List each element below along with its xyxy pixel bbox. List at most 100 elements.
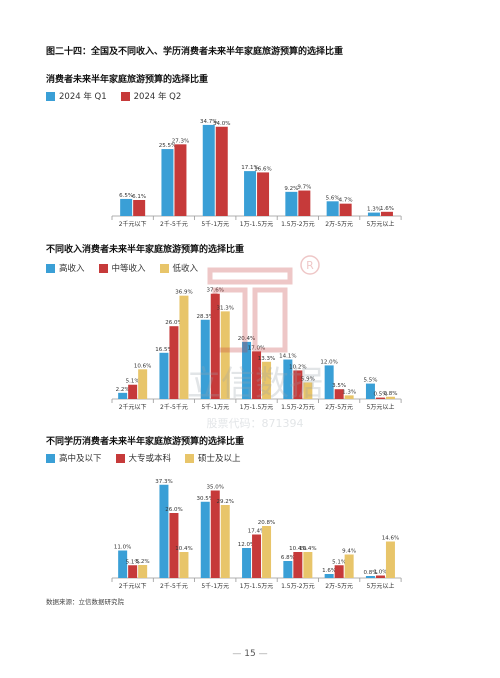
bar xyxy=(202,124,215,216)
bar xyxy=(334,565,344,578)
data-label: 34.0% xyxy=(213,121,230,127)
bar xyxy=(215,126,228,216)
data-label: 10.6% xyxy=(134,363,151,369)
bar xyxy=(138,369,148,399)
data-label: 20.4% xyxy=(238,336,255,342)
category-label: 5万元以上 xyxy=(367,220,395,228)
data-label: 26.0% xyxy=(165,320,182,326)
bar xyxy=(324,574,334,578)
category-label: 1.5万-2万元 xyxy=(281,583,315,590)
bar-chart-education: 11.0%5.1%5.2%2千元以下37.3%26.0%10.4%2千-5千元3… xyxy=(111,479,402,590)
legend-item-low-income: 低收入 xyxy=(159,262,199,274)
data-label: 9.4% xyxy=(342,549,356,555)
data-label: 9.2% xyxy=(284,186,298,192)
data-label: 5.1% xyxy=(332,559,346,565)
legend-item-q2: 2024 年 Q2 xyxy=(120,90,182,102)
category-label: 2万-5万元 xyxy=(325,221,353,228)
data-label: 37.3% xyxy=(155,479,172,485)
bar xyxy=(138,565,148,578)
data-label: 3.5% xyxy=(332,383,346,389)
data-label: 5.1% xyxy=(126,559,140,565)
legend-item-college: 大专或本科 xyxy=(115,452,171,464)
category-label: 5千-1万元 xyxy=(201,220,229,228)
bar xyxy=(326,201,339,216)
category-label: 2千元以下 xyxy=(119,220,147,228)
bar xyxy=(283,359,293,399)
data-label: 1.3% xyxy=(367,207,381,213)
data-label: 6.1% xyxy=(132,194,146,200)
data-label: 17.4% xyxy=(248,529,265,535)
legend-label-q2: 2024 年 Q2 xyxy=(133,92,182,102)
category-label: 2万-5万元 xyxy=(325,404,353,411)
chart-title-national: 消费者未来半年家庭旅游预算的选择比重 xyxy=(46,75,209,85)
legend-education: 高中及以下 大专或本科 硕士及以上 xyxy=(46,452,241,464)
data-label: 35.0% xyxy=(207,485,224,491)
bar xyxy=(334,389,344,399)
bar xyxy=(242,341,252,399)
bar-chart-national: 6.5% 6.1% 2千元以下 25.5%27.3% 2千-5千元 34.7%34.0% 5… xyxy=(111,119,402,228)
bar xyxy=(375,397,385,399)
bar xyxy=(324,365,334,399)
bar xyxy=(244,171,257,216)
data-label: 28.3% xyxy=(197,314,214,320)
data-label: 5.5% xyxy=(363,378,377,384)
bar xyxy=(380,211,393,216)
bar xyxy=(159,352,169,399)
bar xyxy=(293,552,303,578)
category-label: 2千-5千元 xyxy=(160,582,188,590)
legend-item-high-income: 高收入 xyxy=(46,262,85,274)
bar xyxy=(128,384,138,399)
data-label: 10.4% xyxy=(299,546,316,552)
data-label: 16.5% xyxy=(155,347,172,353)
legend-label-high-school: 高中及以下 xyxy=(59,454,102,464)
category-label: 1.5万-2万元 xyxy=(281,404,315,411)
bar xyxy=(118,392,128,399)
legend-item-middle-income: 中等收入 xyxy=(98,262,146,274)
legend-label-q1: 2024 年 Q1 xyxy=(59,92,107,102)
bar xyxy=(344,554,354,578)
data-label: 17.1% xyxy=(241,165,258,171)
legend-item-master: 硕士及以上 xyxy=(185,452,241,464)
legend-label-low-income: 低收入 xyxy=(172,264,199,274)
data-label: 5.2% xyxy=(136,559,150,565)
bar xyxy=(252,534,262,578)
bar xyxy=(365,576,375,578)
legend-income: 高收入 中等收入 低收入 xyxy=(46,262,198,274)
legend-label-middle-income: 中等收入 xyxy=(111,264,146,274)
bar xyxy=(298,190,311,216)
category-label: 5千-1万元 xyxy=(201,403,229,411)
bar xyxy=(128,565,138,578)
data-label: 14.6% xyxy=(382,536,399,542)
category-label: 5万元以上 xyxy=(367,582,395,590)
legend-item-q1: 2024 年 Q1 xyxy=(46,90,107,102)
bar xyxy=(118,550,128,578)
chart-title-income: 不同收入消费者未来半年家庭旅游预算的选择比重 xyxy=(46,245,245,255)
data-label: 10.4% xyxy=(175,546,192,552)
data-label: 29.2% xyxy=(217,499,234,505)
data-label: 1.6% xyxy=(322,568,336,574)
bar xyxy=(285,191,298,216)
category-label: 5千-1万元 xyxy=(201,582,229,590)
bar xyxy=(179,295,189,399)
data-label: 31.3% xyxy=(217,305,234,311)
figure-title: 图二十四：全国及不同收入、学历消费者未来半年家庭旅游预算的选择比重 xyxy=(46,47,344,57)
data-label: 12.0% xyxy=(238,542,255,548)
bar xyxy=(303,382,313,399)
bar xyxy=(385,396,395,399)
bar xyxy=(262,361,272,399)
bar xyxy=(344,395,354,399)
category-label: 2千-5千元 xyxy=(160,220,188,228)
data-label: 27.3% xyxy=(172,138,189,144)
bar xyxy=(179,552,189,578)
data-label: 1.0% xyxy=(373,570,387,576)
category-label: 1万-1.5万元 xyxy=(240,404,274,411)
category-label: 2万-5万元 xyxy=(325,583,353,590)
data-label: 1.6% xyxy=(380,206,394,212)
bar xyxy=(367,212,380,216)
bar-chart-income: 2.2% 5.1% 10.6% 2千元以下 16.5% 26.0% 36.9% 2千-5千元 2… xyxy=(111,288,402,411)
category-label: 1万-1.5万元 xyxy=(240,221,274,228)
bar xyxy=(159,484,169,578)
legend-swatch-low-income xyxy=(159,263,169,273)
data-label: 2.2% xyxy=(116,387,130,393)
legend-swatch-q1 xyxy=(46,91,55,101)
